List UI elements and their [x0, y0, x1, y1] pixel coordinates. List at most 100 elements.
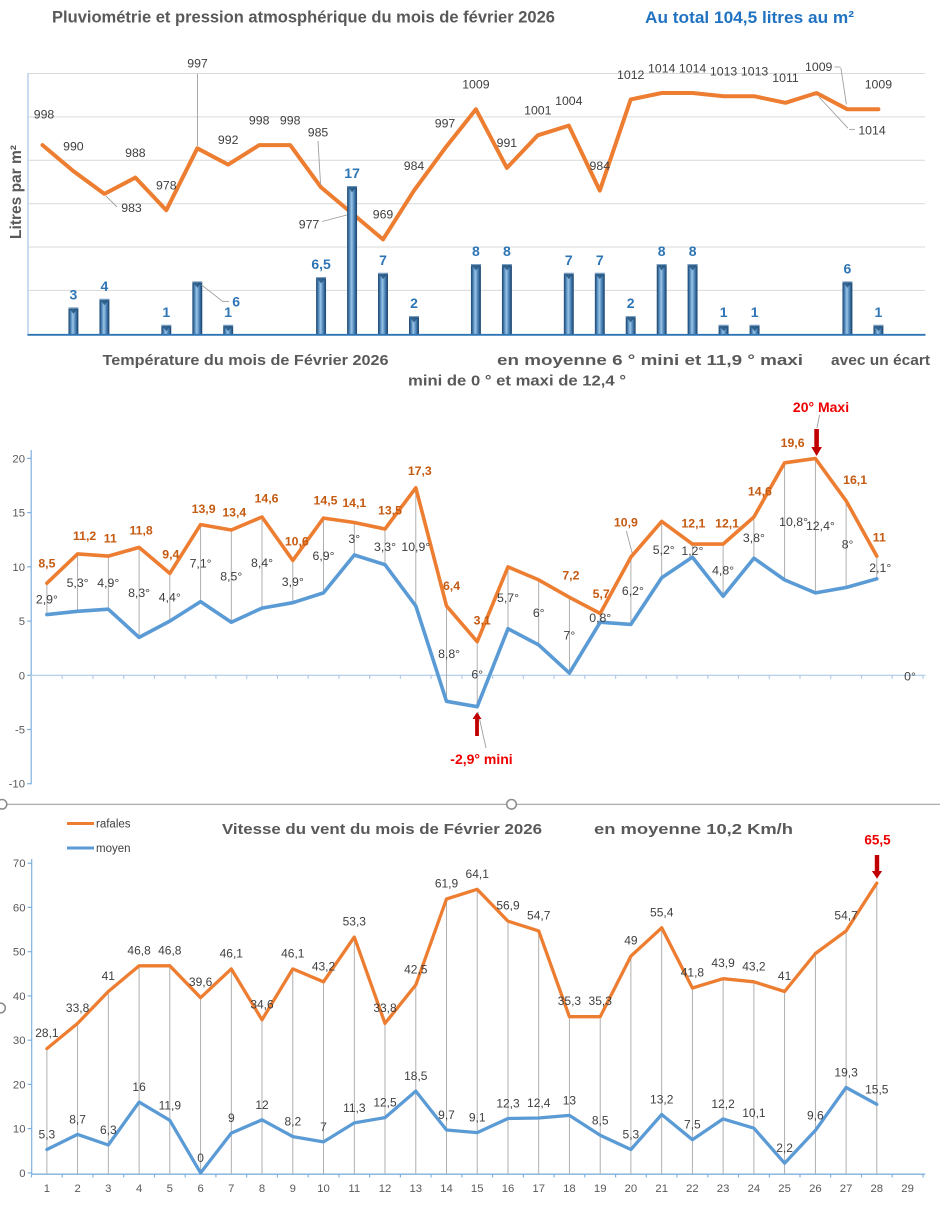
svg-text:70: 70: [13, 858, 26, 870]
svg-text:6: 6: [232, 293, 240, 309]
svg-text:3,1: 3,1: [474, 614, 491, 628]
svg-text:en moyenne 10,2 Km/h: en moyenne 10,2 Km/h: [594, 821, 793, 838]
svg-text:5,3: 5,3: [39, 1128, 56, 1142]
svg-text:Pluviométrie et pression atmos: Pluviométrie et pression atmosphérique d…: [52, 9, 555, 27]
svg-text:5: 5: [19, 616, 25, 628]
svg-text:12,2: 12,2: [711, 1097, 735, 1111]
svg-text:16: 16: [502, 1183, 515, 1195]
svg-text:43,9: 43,9: [711, 956, 735, 970]
svg-text:997: 997: [435, 117, 456, 131]
svg-text:6°: 6°: [471, 668, 483, 682]
svg-text:12,3: 12,3: [496, 1097, 520, 1111]
svg-text:26: 26: [809, 1183, 822, 1195]
svg-text:-10: -10: [9, 779, 25, 791]
svg-text:Litres par m²: Litres par m²: [8, 145, 25, 239]
svg-text:3°: 3°: [348, 532, 360, 546]
svg-text:rafales: rafales: [96, 819, 131, 831]
svg-text:7: 7: [228, 1183, 234, 1195]
svg-text:54,7: 54,7: [834, 908, 858, 922]
svg-text:4: 4: [136, 1183, 142, 1195]
svg-text:56,9: 56,9: [496, 899, 520, 913]
svg-text:1009: 1009: [462, 78, 490, 92]
svg-text:0: 0: [19, 1168, 25, 1180]
svg-text:64,1: 64,1: [466, 867, 490, 881]
svg-text:7: 7: [596, 252, 604, 268]
svg-text:10: 10: [317, 1183, 330, 1195]
svg-text:984: 984: [404, 159, 425, 173]
svg-text:8,3°: 8,3°: [128, 586, 150, 600]
svg-text:42,5: 42,5: [404, 962, 428, 976]
svg-text:20: 20: [625, 1183, 638, 1195]
svg-text:6,2°: 6,2°: [622, 584, 644, 598]
svg-text:18,5: 18,5: [404, 1069, 428, 1083]
svg-text:13,9: 13,9: [192, 502, 216, 516]
svg-text:6°: 6°: [533, 606, 545, 620]
svg-text:9,4: 9,4: [162, 548, 179, 562]
svg-text:2,2: 2,2: [776, 1141, 793, 1155]
svg-text:46,8: 46,8: [158, 943, 182, 957]
svg-text:9,7: 9,7: [438, 1108, 455, 1122]
svg-text:998: 998: [249, 113, 270, 127]
svg-text:6,3: 6,3: [100, 1123, 117, 1137]
svg-text:983: 983: [121, 201, 142, 215]
svg-text:8: 8: [658, 243, 666, 259]
svg-text:6,9°: 6,9°: [312, 549, 334, 563]
svg-text:33,8: 33,8: [373, 1001, 397, 1015]
svg-text:1,2°: 1,2°: [681, 544, 703, 558]
svg-text:8,5°: 8,5°: [220, 570, 242, 584]
svg-text:12,1: 12,1: [715, 516, 739, 530]
svg-text:10,9°: 10,9°: [401, 540, 430, 554]
svg-text:8,2: 8,2: [284, 1115, 301, 1129]
svg-text:5,7°: 5,7°: [497, 591, 519, 605]
svg-text:11: 11: [104, 531, 117, 545]
svg-text:0: 0: [197, 1151, 204, 1165]
svg-text:4: 4: [101, 278, 109, 294]
svg-text:5,2°: 5,2°: [653, 543, 675, 557]
svg-text:19,6: 19,6: [781, 436, 805, 450]
svg-text:28: 28: [871, 1183, 884, 1195]
svg-text:1: 1: [875, 304, 883, 320]
svg-text:16,1: 16,1: [843, 473, 867, 487]
svg-text:6: 6: [844, 261, 852, 277]
svg-text:13,2: 13,2: [650, 1093, 674, 1107]
svg-text:2: 2: [74, 1183, 80, 1195]
svg-text:7,1°: 7,1°: [190, 557, 212, 571]
svg-text:15,5: 15,5: [865, 1082, 889, 1096]
svg-text:11,8: 11,8: [129, 524, 152, 538]
svg-text:10,8°: 10,8°: [779, 515, 808, 529]
svg-text:25: 25: [778, 1183, 791, 1195]
svg-text:11,9: 11,9: [159, 1098, 182, 1112]
svg-text:4,9°: 4,9°: [97, 576, 119, 590]
svg-text:1004: 1004: [555, 94, 583, 108]
svg-text:8,8°: 8,8°: [438, 647, 460, 661]
svg-text:24: 24: [748, 1183, 761, 1195]
svg-text:55,4: 55,4: [650, 905, 674, 919]
svg-text:8,4°: 8,4°: [251, 556, 273, 570]
svg-text:moyen: moyen: [96, 843, 131, 855]
svg-text:1: 1: [44, 1183, 50, 1195]
svg-text:978: 978: [156, 179, 177, 193]
svg-text:40: 40: [13, 991, 26, 1003]
svg-text:10,9: 10,9: [614, 515, 638, 529]
svg-text:18: 18: [563, 1183, 576, 1195]
svg-text:977: 977: [299, 217, 320, 231]
svg-text:39,6: 39,6: [189, 975, 213, 989]
svg-text:984: 984: [590, 159, 611, 173]
svg-text:46,8: 46,8: [127, 943, 151, 957]
svg-text:29: 29: [901, 1183, 914, 1195]
svg-text:5: 5: [167, 1183, 173, 1195]
svg-text:19: 19: [594, 1183, 607, 1195]
svg-text:1: 1: [720, 304, 728, 320]
svg-text:997: 997: [187, 56, 208, 70]
svg-text:12: 12: [379, 1183, 392, 1195]
svg-text:5,3°: 5,3°: [67, 576, 89, 590]
svg-text:mini de 0 ° et maxi de 12,4 °: mini de 0 ° et maxi de 12,4 °: [408, 373, 626, 390]
svg-text:7,2: 7,2: [562, 569, 579, 583]
svg-text:998: 998: [34, 107, 55, 121]
svg-text:6,4: 6,4: [443, 579, 460, 593]
svg-text:17: 17: [532, 1183, 545, 1195]
svg-text:65,5: 65,5: [864, 833, 891, 848]
svg-text:avec un écart: avec un écart: [831, 352, 930, 369]
svg-text:7: 7: [320, 1120, 327, 1134]
svg-text:1012: 1012: [617, 68, 645, 82]
